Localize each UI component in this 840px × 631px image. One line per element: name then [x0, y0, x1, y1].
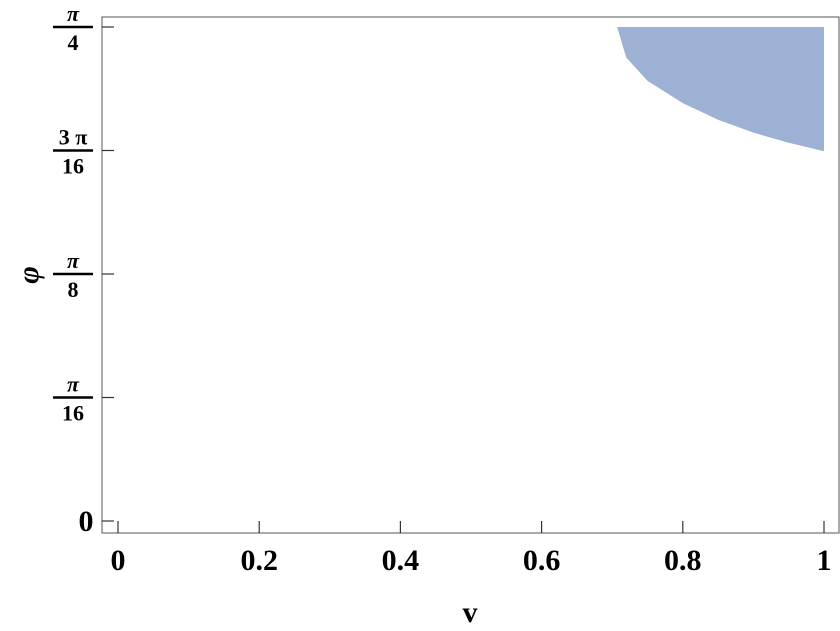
y-tick-label: 0 [79, 505, 94, 538]
x-tick-label: 0.4 [382, 544, 420, 577]
y-tick-numerator: 3 π [59, 125, 88, 150]
x-axis-label: v [463, 596, 478, 629]
x-axis-ticks: 0 0.2 0.4 0.6 0.8 1 [111, 521, 832, 577]
x-tick-label: 0.2 [240, 544, 278, 577]
x-tick-label: 0.6 [523, 544, 561, 577]
x-tick-label: 0.8 [664, 544, 702, 577]
y-tick-fraction-label: π8 [53, 248, 93, 302]
y-tick-fraction-label: π 16 [53, 372, 93, 426]
y-tick-fraction-label: π4 [53, 1, 93, 55]
y-tick-denominator: 4 [68, 30, 79, 55]
y-tick-denominator: 16 [62, 401, 84, 426]
y-tick-denominator: 16 [62, 154, 84, 179]
y-axis-label: φ [12, 266, 45, 284]
x-tick-label: 1 [817, 544, 832, 577]
y-tick-fraction-label: 3 π16 [53, 125, 93, 179]
y-tick-numerator: π [67, 248, 80, 273]
y-tick-denominator: 8 [68, 277, 79, 302]
shaded-region [617, 27, 824, 152]
y-tick-numerator: π [67, 372, 80, 397]
plot-frame [101, 16, 840, 534]
x-tick-label: 0 [111, 544, 126, 577]
y-tick-numerator: π [67, 1, 80, 26]
shaded-region-layer [617, 27, 824, 152]
